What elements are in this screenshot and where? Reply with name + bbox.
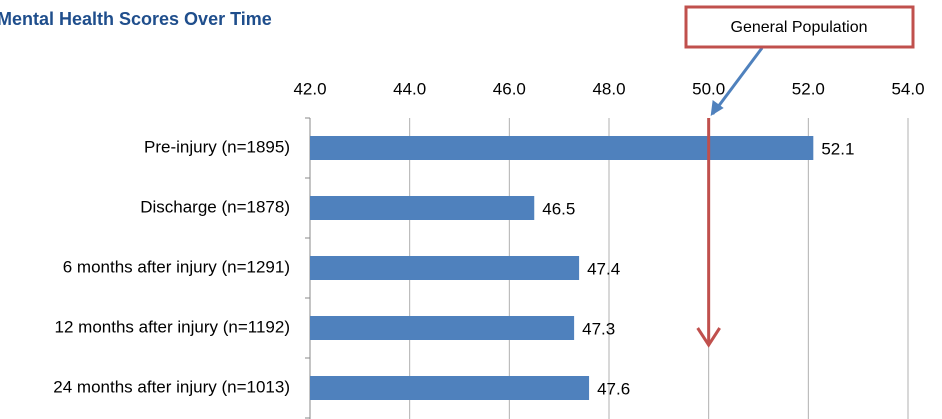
reference-arrowhead bbox=[696, 327, 721, 348]
y-tick-label: 24 months after injury (n=1013) bbox=[53, 377, 290, 396]
value-label: 46.5 bbox=[542, 199, 575, 218]
y-tick-label: Pre-injury (n=1895) bbox=[144, 137, 290, 156]
y-tick-label: Discharge (n=1878) bbox=[140, 197, 290, 216]
annotation-text: General Population bbox=[731, 19, 868, 36]
value-label: 47.4 bbox=[587, 259, 620, 278]
bar bbox=[310, 196, 535, 220]
annotation-box bbox=[684, 5, 915, 49]
x-tick-label: 44.0 bbox=[393, 79, 426, 98]
x-tick-label: 42.0 bbox=[293, 79, 326, 98]
x-tick-label: 54.0 bbox=[891, 79, 924, 98]
y-tick-label: 12 months after injury (n=1192) bbox=[55, 317, 290, 336]
bar bbox=[310, 376, 590, 400]
x-tick-label: 46.0 bbox=[493, 79, 526, 98]
value-label: 52.1 bbox=[821, 139, 854, 158]
callout-arrowhead bbox=[710, 100, 724, 116]
x-tick-label: 48.0 bbox=[592, 79, 625, 98]
value-label: 47.6 bbox=[597, 379, 630, 398]
value-label: 47.3 bbox=[582, 319, 615, 338]
bar bbox=[310, 136, 814, 160]
chart-title: Mental Health Scores Over Time bbox=[0, 9, 272, 29]
x-tick-label: 50.0 bbox=[692, 79, 725, 98]
callout-arrow bbox=[711, 47, 764, 115]
bar bbox=[310, 256, 580, 280]
x-tick-label: 52.0 bbox=[792, 79, 825, 98]
bar bbox=[310, 316, 575, 340]
y-tick-label: 6 months after injury (n=1291) bbox=[63, 257, 290, 276]
